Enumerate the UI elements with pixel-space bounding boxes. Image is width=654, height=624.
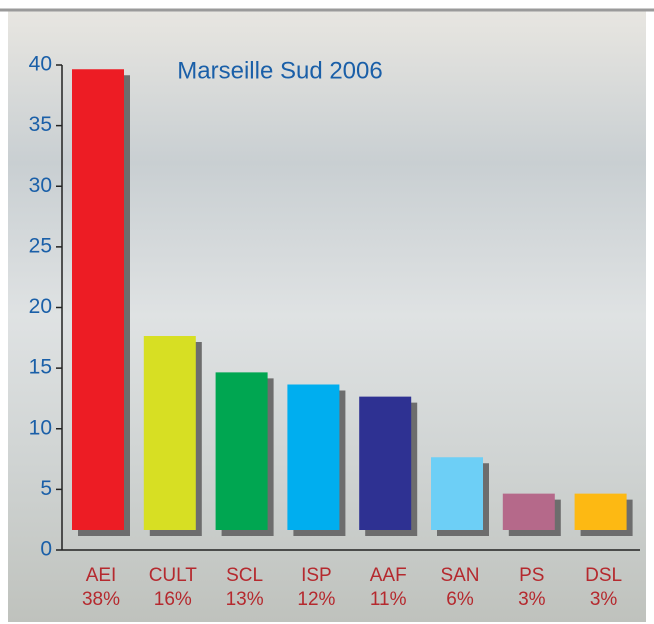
y-tick-label: 10 bbox=[29, 416, 52, 439]
value-label: 6% bbox=[446, 589, 474, 610]
x-tick-label: DSL bbox=[585, 565, 622, 586]
x-tick-label: CULT bbox=[149, 565, 198, 586]
y-tick-label: 0 bbox=[40, 538, 52, 561]
bar bbox=[143, 336, 196, 530]
value-label: 16% bbox=[154, 589, 192, 610]
y-tick-label: 25 bbox=[29, 234, 52, 257]
value-label: 13% bbox=[226, 589, 264, 610]
y-tick-label: 40 bbox=[29, 53, 52, 76]
bar bbox=[502, 493, 555, 530]
y-tick-label: 15 bbox=[29, 356, 52, 379]
x-tick-label: SAN bbox=[440, 565, 479, 586]
x-tick-label: AAF bbox=[370, 565, 407, 586]
y-tick-label: 30 bbox=[29, 174, 52, 197]
x-tick-label: AEI bbox=[86, 565, 117, 586]
bar bbox=[72, 69, 124, 530]
y-tick-label: 5 bbox=[40, 477, 52, 500]
x-tick-label: ISP bbox=[301, 565, 332, 586]
value-label: 3% bbox=[590, 589, 618, 610]
bar bbox=[431, 457, 483, 530]
y-tick-label: 20 bbox=[29, 295, 52, 318]
chart-title: Marseille Sud 2006 bbox=[177, 57, 382, 84]
bar bbox=[215, 372, 268, 530]
bar bbox=[574, 493, 627, 530]
value-label: 12% bbox=[297, 589, 335, 610]
value-label: 3% bbox=[518, 589, 546, 610]
x-tick-label: PS bbox=[519, 565, 544, 586]
value-label: 38% bbox=[82, 589, 120, 610]
bar bbox=[359, 396, 412, 530]
y-tick-label: 35 bbox=[29, 113, 52, 136]
x-tick-label: SCL bbox=[226, 565, 263, 586]
bar bbox=[287, 384, 340, 530]
value-label: 11% bbox=[370, 589, 407, 610]
